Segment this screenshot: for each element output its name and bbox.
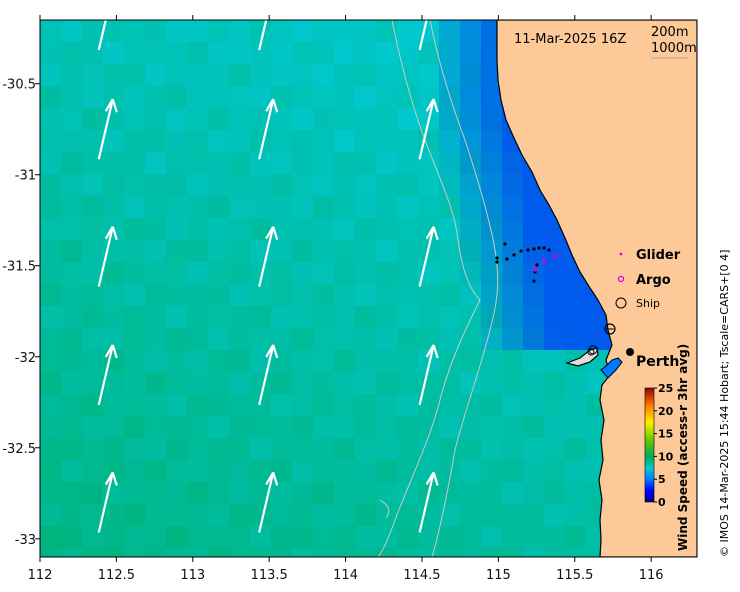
glider-marker-icon xyxy=(619,252,623,256)
x-tick-label: 116 xyxy=(639,568,664,583)
depth-label-1000m: 1000m xyxy=(651,41,697,56)
y-tick-label: -31 xyxy=(15,169,36,184)
wind-arrow-icon xyxy=(418,98,439,160)
colorbar-tick-label: 0 xyxy=(658,496,666,509)
depth-contours xyxy=(377,20,499,557)
x-tick-label: 112.5 xyxy=(98,568,135,583)
colorbar-tick-label: 5 xyxy=(658,473,666,486)
colorbar-tick-label: 25 xyxy=(658,382,673,395)
legend-argo-label: Argo xyxy=(636,273,671,288)
wind-arrow-icon xyxy=(258,226,279,287)
garden-island xyxy=(600,357,623,379)
x-tick-label: 112 xyxy=(28,568,53,583)
wind-arrow-icon xyxy=(418,226,439,287)
wind-arrow-icon xyxy=(258,471,279,533)
map-legend: Glider Argo Ship xyxy=(615,248,681,310)
wind-arrow-icon xyxy=(97,20,107,51)
legend-glider-label: Glider xyxy=(636,248,681,263)
y-axis: -30.5 -31 -31.5 -32 -32.5 -33 xyxy=(2,78,40,548)
x-tick-label: 115 xyxy=(486,568,511,583)
plot-frame xyxy=(39,19,698,558)
wind-arrow-icon xyxy=(418,471,439,533)
city-label-perth: Perth xyxy=(636,354,679,370)
x-tick-label: 114.5 xyxy=(403,568,440,583)
argo-floats xyxy=(532,253,558,272)
wind-arrow-icon xyxy=(258,20,268,51)
colorbar: 25 20 15 10 5 0 Wind Speed (access-r 3hr avg) xyxy=(644,344,690,551)
y-tick-label: -33 xyxy=(15,533,36,548)
wind-vectors xyxy=(97,20,439,533)
credit-text: © IMOS 14-Mar-2025 15:44 Hobart; Tscale=… xyxy=(718,250,731,557)
ship-marker-icon xyxy=(615,297,627,309)
x-tick-label: 114 xyxy=(333,568,358,583)
x-axis: 112 112.5 113 113.5 114 114.5 115 115.5 116 xyxy=(28,15,664,583)
colorbar-title: Wind Speed (access-r 3hr avg) xyxy=(676,344,690,551)
y-tick-label: -30.5 xyxy=(2,78,36,93)
ship-position xyxy=(604,323,616,335)
y-tick-label: -31.5 xyxy=(2,260,36,275)
wind-arrow-icon xyxy=(418,344,439,406)
glider-track xyxy=(495,242,551,283)
x-tick-label: 115.5 xyxy=(556,568,593,583)
wind-arrow-icon xyxy=(418,20,428,51)
y-tick-label: -32 xyxy=(15,351,36,366)
argo-marker-icon xyxy=(617,275,625,283)
wind-arrow-icon xyxy=(258,98,279,160)
legend-ship-label: Ship xyxy=(636,297,660,310)
wind-arrow-icon xyxy=(258,344,279,406)
colorbar-tick-label: 15 xyxy=(658,428,673,441)
depth-label-200m: 200m xyxy=(651,25,688,40)
colorbar-tick-label: 20 xyxy=(658,405,674,418)
wind-arrow-icon xyxy=(97,344,118,406)
map-timestamp: 11-Mar-2025 16Z xyxy=(514,32,626,47)
perth-marker-icon xyxy=(626,348,634,356)
wind-arrow-icon xyxy=(97,98,118,160)
colorbar-scale xyxy=(644,387,655,503)
x-tick-label: 113 xyxy=(180,568,205,583)
y-tick-label: -32.5 xyxy=(2,442,36,457)
colorbar-tick-label: 10 xyxy=(658,450,674,463)
wind-arrow-icon xyxy=(97,471,118,533)
wind-arrow-icon xyxy=(97,226,118,287)
rottnest-island xyxy=(565,345,599,367)
x-tick-label: 113.5 xyxy=(251,568,288,583)
